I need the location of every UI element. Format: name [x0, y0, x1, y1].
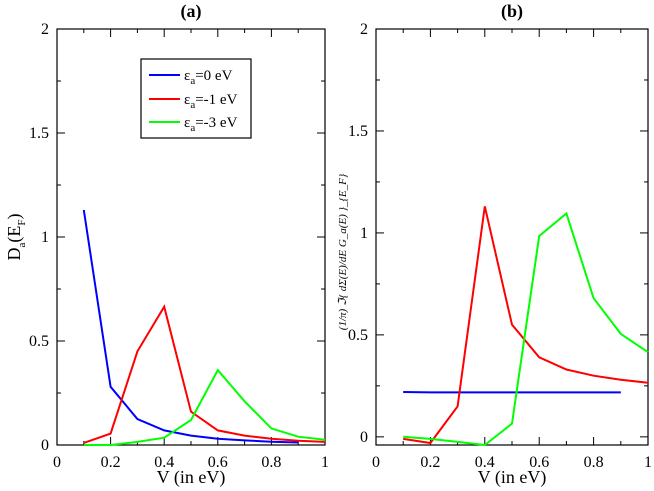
panel-a-ylabel-sub1: a — [16, 243, 28, 248]
y-tick-label: 1.5 — [29, 125, 49, 142]
panel-b-ylabel: (1/π) ℑ{ dΣ(E)/dE G_a(E) }_{E_F} — [337, 173, 349, 330]
panel-a-ylabel-main: D — [4, 248, 24, 261]
series-red — [403, 206, 649, 445]
y-tick-label: 1 — [41, 229, 49, 246]
x-tick-label: 0.2 — [420, 454, 440, 471]
legend: εa=0 eV εa=-1 eV εa=-3 eV — [140, 58, 252, 139]
panel-a-ticks: 0 0.2 0.4 0.6 0.8 1 0 0.5 1 1.5 2 — [29, 21, 329, 471]
x-tick-label: 0.6 — [208, 454, 228, 471]
panel-a: (a) 0 0.2 0.4 0.6 0.8 1 0 0.5 1 1.5 2 V (in eV) Da… — [4, 1, 329, 488]
x-tick-label: 0 — [372, 454, 380, 471]
x-tick-label: 0.8 — [261, 454, 281, 471]
panel-a-ylabel: Da(EF) — [4, 213, 28, 260]
x-tick-label: 0.2 — [101, 454, 121, 471]
x-tick-label: 0.4 — [475, 454, 495, 471]
y-tick-label: 0.5 — [29, 333, 49, 350]
series-red — [83, 304, 326, 444]
x-tick-label: 1 — [644, 454, 652, 471]
series-green — [403, 211, 649, 447]
y-tick-label: 1 — [360, 225, 368, 242]
x-tick-label: 1 — [321, 454, 329, 471]
y-tick-label: 2 — [360, 21, 368, 38]
series-blue — [82, 209, 299, 444]
y-tick-label: 2 — [41, 21, 49, 38]
panel-a-xlabel: V (in eV) — [157, 467, 226, 488]
panel-a-ylabel-sub2: F — [16, 219, 28, 225]
legend-entry-1: εa=-1 eV — [184, 92, 238, 111]
legend-entry-2: εa=-3 eV — [184, 115, 238, 134]
y-tick-label: 1.5 — [348, 123, 368, 140]
panel-a-ylabel-mid: (E — [4, 226, 25, 243]
panel-b-title: (b) — [501, 1, 523, 22]
panel-b-xlabel: V (in eV) — [478, 467, 547, 488]
x-tick-label: 0 — [53, 454, 61, 471]
panel-a-title: (a) — [181, 1, 202, 22]
x-tick-label: 0.6 — [529, 454, 549, 471]
panel-b: (b) 0 0.2 0.4 0.6 0.8 1 0 0.5 1 1.5 2 V (in eV) (1… — [337, 1, 652, 488]
y-tick-label: 0 — [360, 429, 368, 446]
panel-a-ylabel-end: ) — [4, 213, 25, 219]
panel-b-series — [403, 206, 649, 447]
panel-a-series — [82, 209, 326, 446]
panel-b-frame — [375, 28, 649, 446]
y-tick-label: 0 — [41, 437, 49, 454]
y-tick-label: 0.5 — [348, 327, 368, 344]
series-green — [83, 368, 326, 446]
x-tick-label: 0.4 — [154, 454, 174, 471]
legend-entry-0: εa=0 eV — [184, 68, 233, 87]
x-tick-label: 0.8 — [584, 454, 604, 471]
panel-b-ticks: 0 0.2 0.4 0.6 0.8 1 0 0.5 1 1.5 2 — [348, 21, 652, 471]
